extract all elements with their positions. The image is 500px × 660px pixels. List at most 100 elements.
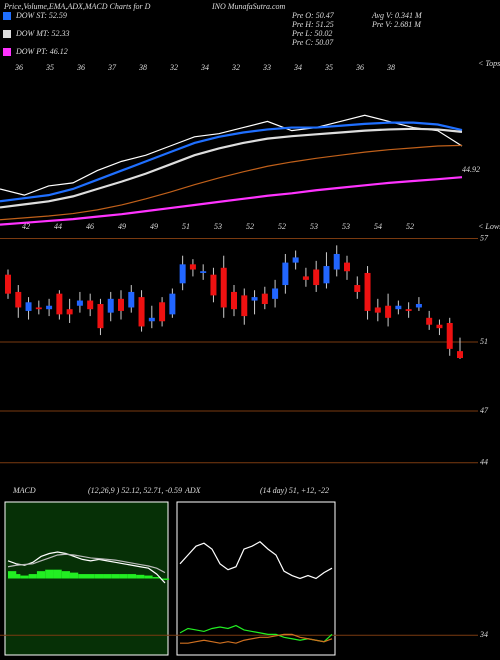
stat: Pre C: 50.07 (291, 38, 334, 47)
last-label: 44.92 (462, 165, 480, 174)
legend-swatch (3, 30, 11, 38)
histogram-bar (119, 574, 128, 579)
candle-body (159, 302, 166, 322)
histogram-bar (12, 574, 21, 579)
candle-body (138, 297, 145, 327)
series-line (0, 176, 463, 226)
candle-body (261, 293, 268, 305)
candle-body (251, 297, 258, 301)
candle-body (107, 298, 114, 313)
legend-label: DOW ST: 52.59 (15, 11, 67, 20)
candle-body (457, 351, 463, 359)
top-label: 32 (169, 63, 178, 72)
stat: Pre L: 50.02 (291, 29, 332, 38)
top-label: 32 (231, 63, 240, 72)
series-line (179, 541, 333, 580)
candle-body (405, 309, 412, 311)
legend-swatch (3, 48, 11, 56)
histogram-bar (78, 574, 87, 579)
candle-body (200, 271, 207, 273)
candle-body (415, 304, 422, 308)
candle-body (76, 300, 83, 306)
series-line (7, 553, 166, 574)
tops-label: < Tops (478, 59, 500, 68)
histogram-bar (152, 577, 161, 579)
bottom-label: 53 (342, 222, 350, 231)
stat: Pre H: 51.25 (291, 20, 334, 29)
top-label: 36 (14, 63, 23, 72)
candle-body (313, 269, 320, 286)
legend-swatch (3, 12, 11, 20)
panel-subtitle: (12,26,9 ) 52.12, 52.71, -0.59 (88, 486, 182, 495)
bottom-label: 51 (182, 222, 190, 231)
bottom-label: 42 (22, 222, 30, 231)
top-label: 37 (107, 63, 117, 72)
histogram-bar (69, 572, 79, 579)
candle-body (118, 298, 124, 311)
candle-body (333, 253, 340, 270)
y-tick-label: 47 (480, 406, 489, 415)
candle-body (302, 276, 309, 280)
candle-body (46, 305, 53, 310)
top-label: 33 (262, 63, 271, 72)
histogram-bar (28, 574, 37, 579)
bottom-label: 52 (246, 222, 254, 231)
histogram-bar (136, 574, 145, 579)
title-left: Price,Volume,EMA,ADX,MACD Charts for D (3, 2, 151, 11)
lows-label: < Lows (478, 222, 500, 231)
top-label: 36 (76, 63, 85, 72)
legend-label: DOW PT: 46.12 (15, 47, 68, 56)
series-line (7, 551, 166, 584)
panel-subtitle: (14 day) 51, +12, -22 (260, 486, 329, 495)
candle-body (292, 257, 299, 263)
candle-body (179, 264, 186, 284)
bottom-label: 52 (278, 222, 286, 231)
candle-body (436, 324, 443, 329)
series-line (0, 121, 463, 203)
candle-body (169, 293, 176, 315)
y-tick-label: 44 (480, 458, 488, 467)
candle-body (395, 305, 402, 310)
candle-body (220, 267, 227, 308)
candle-body (35, 307, 42, 310)
stat: Avg V: 0.341 M (371, 11, 423, 20)
y-tick-label: 57 (480, 233, 489, 242)
histogram-bar (36, 571, 46, 579)
histogram-bar (103, 574, 112, 579)
histogram-bar (160, 578, 170, 580)
bottom-label: 49 (118, 222, 126, 231)
bottom-label: 54 (374, 222, 382, 231)
candle-body (364, 272, 371, 311)
histogram-bar (53, 569, 62, 579)
histogram-bar (111, 574, 120, 579)
stat: Pre O: 50.47 (291, 11, 335, 20)
top-label: 38 (386, 63, 395, 72)
top-label: 35 (45, 63, 54, 72)
top-label: 35 (324, 63, 333, 72)
bottom-label: 53 (310, 222, 318, 231)
candle-body (5, 274, 11, 294)
bottom-label: 53 (214, 222, 222, 231)
candle-body (385, 305, 392, 318)
candle-body (354, 285, 361, 292)
top-label: 34 (200, 63, 209, 72)
bottom-label: 49 (150, 222, 158, 231)
bottom-label: 46 (86, 222, 94, 231)
series-line (180, 633, 333, 644)
candle-body (15, 291, 22, 308)
legend-label: DOW MT: 52.33 (15, 29, 70, 38)
series-line (0, 114, 463, 196)
histogram-bar (45, 569, 54, 579)
series-line (0, 144, 463, 221)
adx-panel (176, 501, 336, 656)
candle-body (97, 304, 104, 329)
histogram-bar (144, 575, 153, 579)
y-tick-label: 34 (479, 630, 488, 639)
candle-body (66, 309, 73, 315)
candle-body (148, 317, 155, 322)
candle-body (282, 262, 289, 286)
candle-body (87, 300, 94, 310)
candle-body (446, 322, 453, 349)
candle-body (210, 274, 217, 296)
top-label: 38 (138, 63, 147, 72)
